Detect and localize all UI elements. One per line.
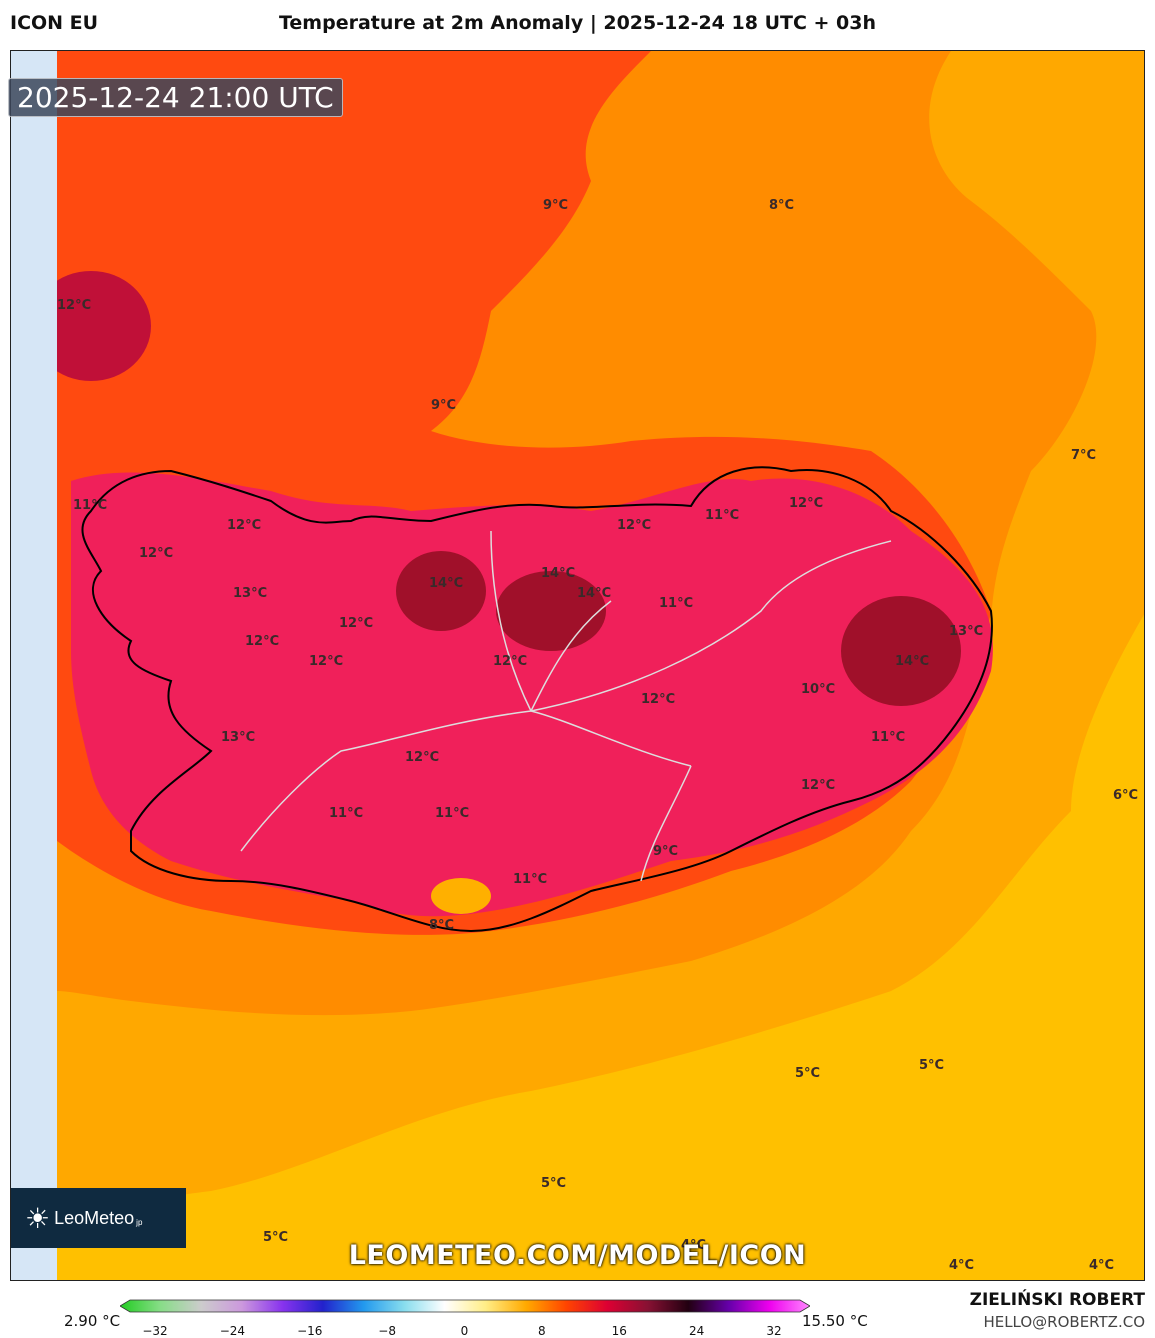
contour-label: 13°C: [221, 730, 255, 745]
colorbar-tick-label: 16: [611, 1324, 627, 1338]
contour-label: 11°C: [659, 596, 693, 611]
logo-suffix: jp: [136, 1217, 143, 1227]
contour-label: 12°C: [789, 496, 823, 511]
hot-pocket-1: [396, 551, 486, 631]
model-name: ICON EU: [10, 12, 99, 34]
map-edge-strip: [11, 51, 57, 1280]
hot-pocket-3: [841, 596, 961, 706]
contour-label: 12°C: [139, 546, 173, 561]
contour-label: 4°C: [1089, 1258, 1114, 1273]
scale-max-label: 15.50 °C: [802, 1312, 868, 1330]
map-panel[interactable]: 9°C 8°C 12°C 9°C 7°C 11°C 12°C 12°C 11°C…: [10, 50, 1145, 1281]
contour-label: 11°C: [513, 872, 547, 887]
contour-label: 12°C: [57, 298, 91, 313]
contour-label: 5°C: [541, 1176, 566, 1191]
contour-label: 10°C: [801, 682, 835, 697]
author-email: HELLO@ROBERTZ.CO: [983, 1313, 1145, 1331]
contour-label: 11°C: [73, 498, 107, 513]
contour-label: 13°C: [233, 586, 267, 601]
contour-label: 14°C: [577, 586, 611, 601]
colorbar-tick-label: −8: [378, 1324, 396, 1338]
contour-label: 11°C: [329, 806, 363, 821]
contour-label: 14°C: [429, 576, 463, 591]
contour-label: 5°C: [263, 1230, 288, 1245]
valid-time-badge: 2025-12-24 21:00 UTC: [8, 78, 343, 117]
contour-label: 4°C: [949, 1258, 974, 1273]
contour-label: 12°C: [245, 634, 279, 649]
contour-label: 12°C: [309, 654, 343, 669]
contour-label: 11°C: [871, 730, 905, 745]
colorbar-tick-label: −24: [219, 1324, 246, 1338]
model-url-watermark: LEOMETEO.COM/MODEL/ICON: [348, 1240, 807, 1271]
contour-label: 9°C: [543, 198, 568, 213]
contour-label: 7°C: [1071, 448, 1096, 463]
coastline: [81, 466, 993, 933]
contour-label: 9°C: [431, 398, 456, 413]
admin-borders: [240, 530, 892, 882]
anomaly-map: 9°C 8°C 12°C 9°C 7°C 11°C 12°C 12°C 11°C…: [11, 51, 1144, 1280]
contour-label: 12°C: [641, 692, 675, 707]
sun-icon: ☀: [25, 1202, 51, 1234]
contour-label: 12°C: [227, 518, 261, 533]
chart-title: Temperature at 2m Anomaly | 2025-12-24 1…: [278, 12, 877, 34]
scale-min-label: 2.90 °C: [64, 1312, 121, 1330]
leometeo-logo[interactable]: ☀ LeoMeteo jp: [11, 1188, 186, 1248]
colorbar-tick-label: 8: [538, 1324, 546, 1338]
contour-label: 8°C: [769, 198, 794, 213]
contour-label: 8°C: [429, 918, 454, 933]
contour-label: 12°C: [405, 750, 439, 765]
contour-label: 9°C: [653, 844, 678, 859]
contour-label: 11°C: [435, 806, 469, 821]
contour-label: 12°C: [339, 616, 373, 631]
contour-label: 13°C: [949, 624, 983, 639]
colorbar-tick-label: 24: [688, 1324, 705, 1338]
colorbar-tick-label: 32: [766, 1324, 782, 1338]
hot-pocket-2: [496, 571, 606, 651]
author-name: ZIELIŃSKI ROBERT: [969, 1290, 1145, 1310]
hot-pocket-4: [31, 271, 151, 381]
contour-label: 5°C: [795, 1066, 820, 1081]
contour-label: 12°C: [801, 778, 835, 793]
contour-label: 14°C: [895, 654, 929, 669]
colorbar-tick-label: 0: [460, 1324, 469, 1338]
colorbar-tick-label: −32: [142, 1324, 168, 1338]
contour-label: 4°C: [681, 1238, 706, 1253]
warm-spot: [431, 878, 491, 914]
contour-label: 12°C: [617, 518, 651, 533]
contour-label: 5°C: [919, 1058, 944, 1073]
colorbar: [120, 1299, 810, 1313]
colorbar-tick-label: −16: [297, 1324, 323, 1338]
contour-label: 6°C: [1113, 788, 1138, 803]
logo-text: LeoMeteo: [54, 1207, 135, 1228]
land-hot-area: [71, 472, 993, 917]
contour-label: 11°C: [705, 508, 739, 523]
contour-label: 14°C: [541, 566, 575, 581]
contour-label: 12°C: [493, 654, 527, 669]
